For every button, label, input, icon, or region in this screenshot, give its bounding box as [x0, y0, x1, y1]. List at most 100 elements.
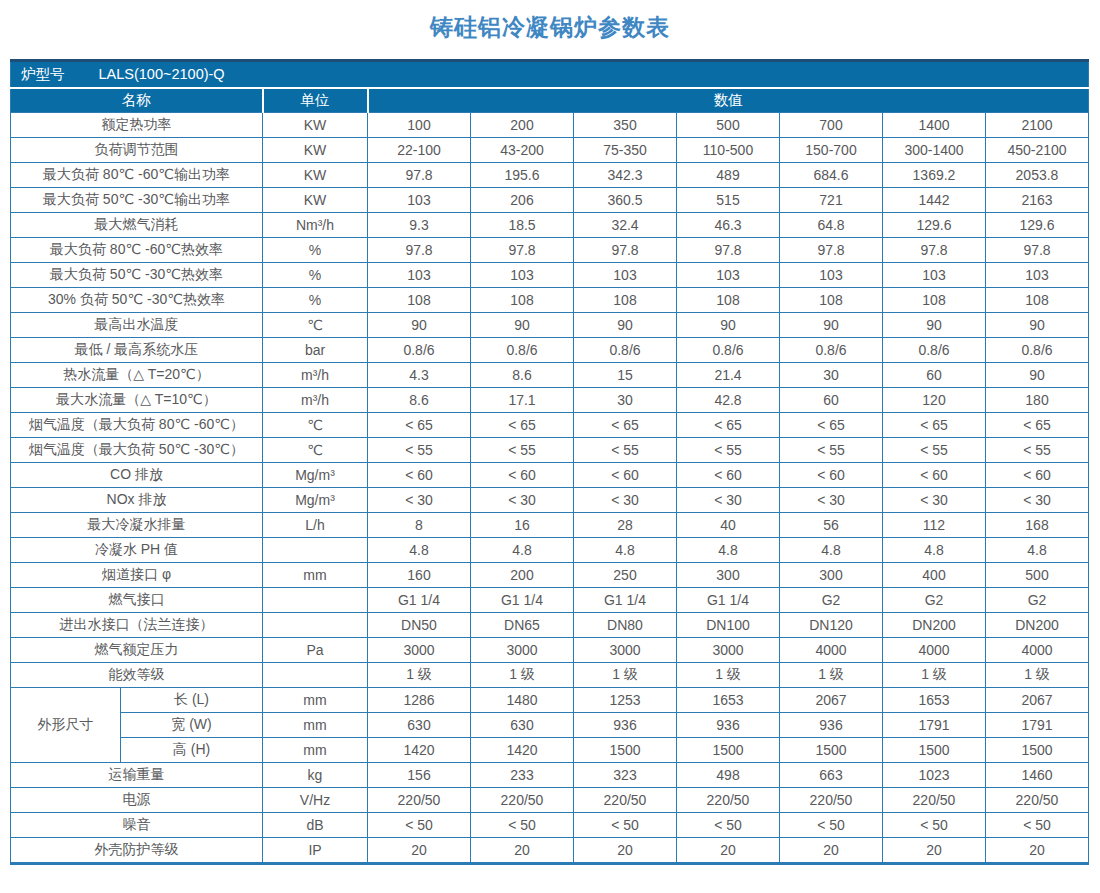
row-unit — [263, 588, 368, 613]
row-value: < 55 — [677, 438, 780, 463]
row-value: 2067 — [986, 688, 1089, 713]
row-unit: Mg/m³ — [263, 488, 368, 513]
row-value: < 30 — [677, 488, 780, 513]
row-value: 4000 — [986, 638, 1089, 663]
row-value: 103 — [986, 263, 1089, 288]
row-value: 97.8 — [471, 238, 574, 263]
row-value: 1653 — [883, 688, 986, 713]
table-row: 最大负荷 50℃ -30℃热效率%103103103103103103103 — [11, 263, 1089, 288]
row-value: 1500 — [677, 738, 780, 763]
row-value: 350 — [574, 113, 677, 138]
row-value: 2053.8 — [986, 163, 1089, 188]
table-row: 热水流量（△ T=20℃）m³/h4.38.61521.4306090 — [11, 363, 1089, 388]
row-value: 103 — [574, 263, 677, 288]
row-unit: ℃ — [263, 313, 368, 338]
row-value: < 65 — [780, 413, 883, 438]
row-value: DN200 — [883, 613, 986, 638]
row-value: 4.8 — [677, 538, 780, 563]
row-value: 108 — [471, 288, 574, 313]
row-label: 最大燃气消耗 — [11, 213, 263, 238]
row-value: 0.8/6 — [368, 338, 471, 363]
row-unit: dB — [263, 813, 368, 838]
row-label: 高 (H) — [121, 738, 263, 763]
row-value: 220/50 — [883, 788, 986, 813]
row-value: 360.5 — [574, 188, 677, 213]
row-value: < 30 — [368, 488, 471, 513]
table-row: 冷凝水 PH 值4.84.84.84.84.84.84.8 — [11, 538, 1089, 563]
row-value: 150-700 — [780, 138, 883, 163]
row-value: 21.4 — [677, 363, 780, 388]
row-unit: KW — [263, 163, 368, 188]
row-value: 1 级 — [677, 663, 780, 688]
row-value: DN80 — [574, 613, 677, 638]
row-value: 1 级 — [780, 663, 883, 688]
row-value: 630 — [471, 713, 574, 738]
row-value: 498 — [677, 763, 780, 788]
row-unit: mm — [263, 563, 368, 588]
row-label: 最大负荷 50℃ -30℃热效率 — [11, 263, 263, 288]
row-value: < 60 — [780, 463, 883, 488]
row-value: DN200 — [986, 613, 1089, 638]
row-value: 1420 — [471, 738, 574, 763]
table-row: 额定热功率KW10020035050070014002100 — [11, 113, 1089, 138]
table-row: 最大负荷 50℃ -30℃输出功率KW103206360.55157211442… — [11, 188, 1089, 213]
row-unit: % — [263, 238, 368, 263]
row-value: 103 — [883, 263, 986, 288]
table-row: 最低 / 最高系统水压bar0.8/60.8/60.8/60.8/60.8/60… — [11, 338, 1089, 363]
row-value: < 30 — [471, 488, 574, 513]
row-value: 8.6 — [368, 388, 471, 413]
row-value: DN100 — [677, 613, 780, 638]
row-value: 3000 — [368, 638, 471, 663]
row-value: 97.8 — [780, 238, 883, 263]
row-value: 90 — [368, 313, 471, 338]
row-value: 0.8/6 — [883, 338, 986, 363]
row-label: 最高出水温度 — [11, 313, 263, 338]
table-row: 运输重量kg15623332349866310231460 — [11, 763, 1089, 788]
row-value: < 30 — [780, 488, 883, 513]
row-value: 18.5 — [471, 213, 574, 238]
row-label: 最大负荷 80℃ -60℃热效率 — [11, 238, 263, 263]
table-body: 额定热功率KW10020035050070014002100负荷调节范围KW22… — [11, 113, 1089, 864]
row-unit: m³/h — [263, 363, 368, 388]
row-value: < 30 — [883, 488, 986, 513]
table-row: 最大冷凝水排量L/h816284056112168 — [11, 513, 1089, 538]
row-value: < 50 — [677, 813, 780, 838]
row-value: 323 — [574, 763, 677, 788]
header-row: 名称 单位 数值 — [11, 88, 1089, 113]
row-value: < 60 — [986, 463, 1089, 488]
row-value: 220/50 — [574, 788, 677, 813]
row-value: 1460 — [986, 763, 1089, 788]
table-row: 进出水接口（法兰连接）DN50DN65DN80DN100DN120DN200DN… — [11, 613, 1089, 638]
row-value: 108 — [883, 288, 986, 313]
row-unit: V/Hz — [263, 788, 368, 813]
row-value: 1653 — [677, 688, 780, 713]
row-label: 热水流量（△ T=20℃） — [11, 363, 263, 388]
row-value: 90 — [883, 313, 986, 338]
table-row: 最大负荷 80℃ -60℃输出功率KW97.8195.6342.3489684.… — [11, 163, 1089, 188]
row-unit: KW — [263, 188, 368, 213]
row-value: 1 级 — [368, 663, 471, 688]
row-value: 1 级 — [471, 663, 574, 688]
row-value: 220/50 — [368, 788, 471, 813]
row-value: 1286 — [368, 688, 471, 713]
row-value: 110-500 — [677, 138, 780, 163]
row-value: < 65 — [883, 413, 986, 438]
row-value: 630 — [368, 713, 471, 738]
row-value: 129.6 — [986, 213, 1089, 238]
row-value: 1791 — [883, 713, 986, 738]
row-label: 最大水流量（△ T=10℃） — [11, 388, 263, 413]
row-value: 4.3 — [368, 363, 471, 388]
row-value: 4.8 — [780, 538, 883, 563]
row-value: 97.8 — [883, 238, 986, 263]
row-value: 300 — [780, 563, 883, 588]
row-value: 9.3 — [368, 213, 471, 238]
row-label: NOx 排放 — [11, 488, 263, 513]
row-value: 30 — [780, 363, 883, 388]
row-value: 1 级 — [574, 663, 677, 688]
row-value: 90 — [677, 313, 780, 338]
row-value: 4000 — [883, 638, 986, 663]
row-value: 28 — [574, 513, 677, 538]
row-unit: ℃ — [263, 438, 368, 463]
row-value: G1 1/4 — [574, 588, 677, 613]
row-value: < 55 — [574, 438, 677, 463]
